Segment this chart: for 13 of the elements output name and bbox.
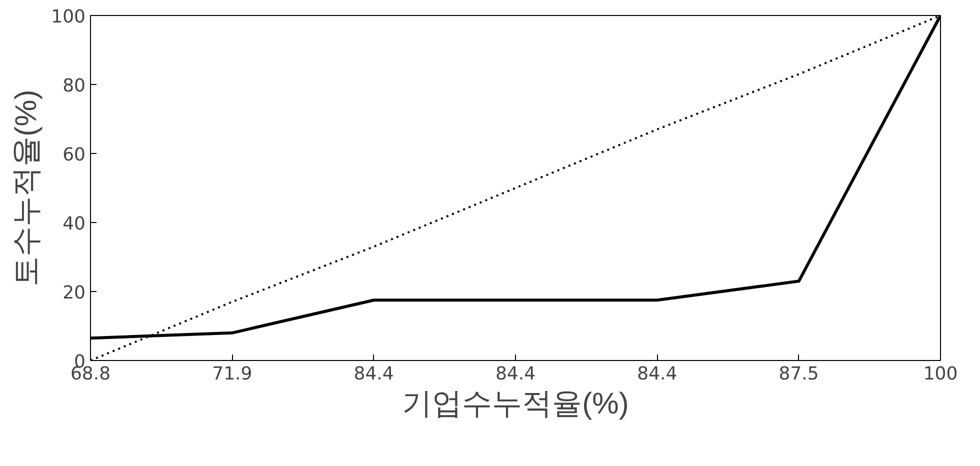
y-tick-label: 40 <box>62 214 86 234</box>
y-tick-label: 60 <box>62 144 86 166</box>
x-axis-title: 기업수누적율(%) <box>402 388 629 420</box>
y-axis-title: 토수누적율(%) <box>10 90 44 286</box>
x-tick-label: 71.9 <box>212 364 252 384</box>
x-tick-label: 84.4 <box>637 364 678 384</box>
x-tick-label: 100 <box>923 364 958 384</box>
x-tick-label: 87.5 <box>778 364 819 384</box>
y-tick-label: 80 <box>62 76 86 96</box>
y-tick-label: 100 <box>51 6 86 28</box>
x-tick-label: 84.4 <box>354 364 394 384</box>
x-tick-label: 84.4 <box>495 364 536 384</box>
y-tick-label: 20 <box>62 282 86 304</box>
